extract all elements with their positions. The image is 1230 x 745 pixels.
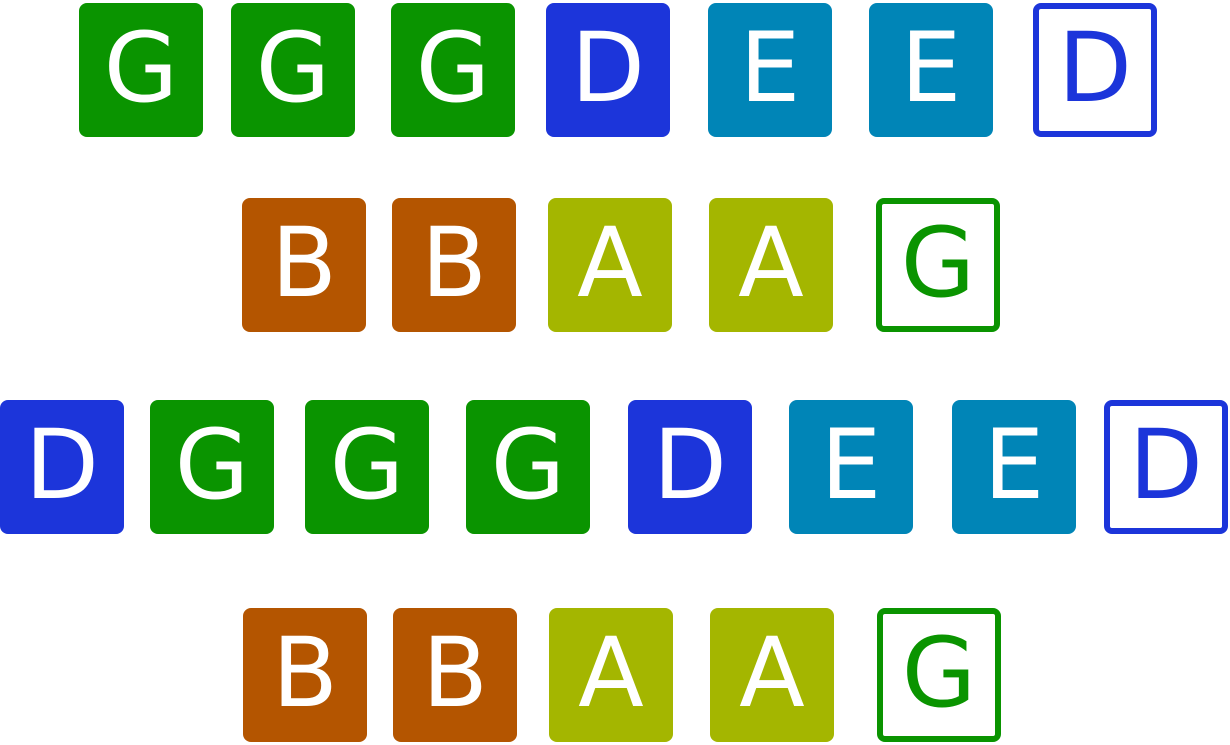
note-tile-g: G	[79, 3, 203, 137]
note-tile-d: D	[628, 400, 752, 534]
note-tile-g: G	[305, 400, 429, 534]
note-tile-a: A	[710, 608, 834, 742]
note-tile-b: B	[243, 608, 367, 742]
note-letter: E	[739, 12, 801, 124]
note-tile-e: E	[869, 3, 993, 137]
note-letter: G	[490, 409, 566, 521]
note-tile-e: E	[789, 400, 913, 534]
note-tile-b: B	[392, 198, 516, 332]
note-tile-a: A	[709, 198, 833, 332]
note-tile-a: A	[548, 198, 672, 332]
note-letter: D	[653, 409, 727, 521]
note-letter: E	[820, 409, 882, 521]
note-tile-b: B	[242, 198, 366, 332]
note-letter: G	[174, 409, 250, 521]
note-letter: G	[255, 12, 331, 124]
note-letter: D	[25, 409, 99, 521]
note-letter: B	[271, 207, 337, 319]
note-letter: D	[1129, 409, 1203, 521]
note-tile-g: G	[231, 3, 355, 137]
note-letter: E	[983, 409, 1045, 521]
note-letter: G	[103, 12, 179, 124]
note-letter: G	[415, 12, 491, 124]
note-tile-d: D	[1033, 3, 1157, 137]
note-tile-g: G	[391, 3, 515, 137]
note-letter: E	[900, 12, 962, 124]
note-letter: G	[900, 207, 976, 319]
note-tile-d: D	[546, 3, 670, 137]
note-letter: B	[421, 207, 487, 319]
note-tile-e: E	[952, 400, 1076, 534]
note-tile-d: D	[1104, 400, 1228, 534]
note-letter: D	[1058, 12, 1132, 124]
note-letter: D	[571, 12, 645, 124]
note-tile-g: G	[876, 198, 1000, 332]
note-tile-d: D	[0, 400, 124, 534]
note-letter: G	[901, 617, 977, 729]
note-letter: A	[578, 617, 644, 729]
note-tile-g: G	[877, 608, 1001, 742]
note-tile-e: E	[708, 3, 832, 137]
note-letter: B	[272, 617, 338, 729]
note-letter: B	[422, 617, 488, 729]
note-letter: A	[739, 617, 805, 729]
note-letter: A	[577, 207, 643, 319]
note-tile-g: G	[466, 400, 590, 534]
note-tile-g: G	[150, 400, 274, 534]
note-tile-a: A	[549, 608, 673, 742]
note-letter: G	[329, 409, 405, 521]
note-letter: A	[738, 207, 804, 319]
note-tile-b: B	[393, 608, 517, 742]
